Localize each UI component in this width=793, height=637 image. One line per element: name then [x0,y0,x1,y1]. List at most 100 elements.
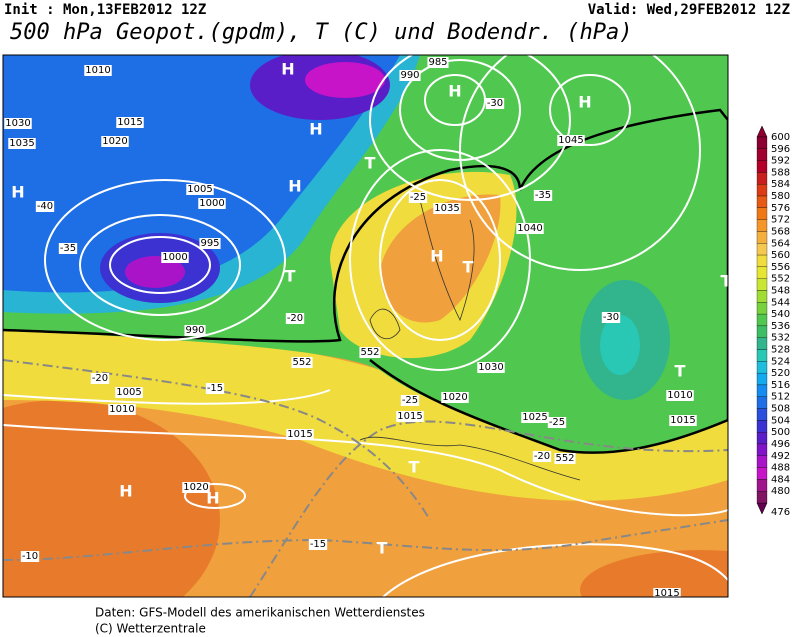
colorbar-swatch [756,432,768,445]
map-label: 1015 [287,429,312,440]
map-label: 1015 [397,411,422,422]
colorbar-swatch [756,443,768,456]
colorbar-label: 524 [771,356,790,367]
valid-time: Valid: Wed,29FEB2012 12Z [588,2,790,18]
label-box [291,357,313,368]
label-box [485,98,505,109]
colorbar-label: 528 [771,345,790,356]
label-box [359,347,381,358]
colorbar-swatch [756,184,768,197]
map-label: 990 [400,70,419,81]
map-label: -40 [37,201,53,212]
map-label: 1005 [187,184,212,195]
colorbar-label: 504 [771,415,790,426]
footer-line: (C) Wetterzentrale [95,622,206,636]
low-core [125,256,185,288]
colorbar-swatch [756,479,768,492]
colorbar-label: 520 [771,368,790,379]
colorbar-label: 496 [771,439,790,450]
map-label: -25 [410,192,426,203]
label-box [199,238,221,249]
label-box [399,70,421,81]
colorbar-swatch [756,349,768,362]
label-box [205,383,225,394]
colorbar-end [756,125,768,138]
map-label: T [721,272,732,291]
map-label: H [11,183,24,202]
colorbar-label: 488 [771,463,790,474]
colorbar-swatch [756,361,768,374]
map-label: 1035 [434,203,459,214]
colorbar-swatch [756,290,768,303]
map-label: 1010 [667,390,692,401]
label-box [532,451,552,462]
colorbar-swatch [756,243,768,256]
label-box [427,57,449,68]
map-label: T [409,458,420,477]
map-label: 1045 [558,135,583,146]
label-box [516,223,544,234]
map-label: -25 [549,417,565,428]
map-label: 1015 [117,117,142,128]
colorbar-swatch [756,325,768,338]
colorbar-label: 548 [771,285,790,296]
label-box [8,138,36,149]
colorbar-label: 576 [771,203,790,214]
map-label: 1020 [183,482,208,493]
colorbar-swatch [756,254,768,268]
colorbar-label: 492 [771,451,790,462]
colorbar-swatch [756,219,768,232]
map-label: -15 [207,383,223,394]
colorbar-swatch [756,337,768,350]
map-label: -10 [22,551,38,562]
map-label: H [430,247,443,266]
colorbar-label: 560 [771,250,790,261]
label-box [184,325,206,336]
map-label: 1015 [670,415,695,426]
colorbar-label: 592 [771,156,790,167]
label-box [408,192,428,203]
colorbar-swatch [756,136,768,149]
colorbar-label: 588 [771,167,790,178]
colorbar-label: 484 [771,474,790,485]
colorbar-label: 500 [771,427,790,438]
map-label: 995 [200,238,219,249]
colorbar-label: 584 [771,179,790,190]
label-box [554,453,576,464]
colorbar-swatch [756,231,768,244]
map-label: H [119,482,132,501]
map-label: 1015 [654,588,679,599]
label-box [182,482,210,493]
map-label: -30 [487,98,503,109]
map-label: H [206,489,219,508]
label-box [533,190,553,201]
map-label: -35 [60,243,76,254]
map-label: 1005 [116,387,141,398]
map-label: 1010 [85,65,110,76]
colorbar-swatch [756,172,768,185]
map-label: T [377,539,388,558]
colorbar-swatch [756,160,768,173]
map-label: -35 [535,190,551,201]
map-label: 1035 [9,138,34,149]
map-label: 985 [428,57,447,68]
label-box [35,201,55,212]
footer-line: Daten: GFS-Modell des amerikanischen Wet… [95,606,425,620]
map-label: T [463,258,474,277]
map-label: T [285,267,296,286]
isobars [3,55,728,597]
map-label: -20 [287,313,303,324]
colorbar-swatch [756,278,768,291]
map-labels: H H H H H H H H H T T T T T T T 1010 1015 1020 1035 1030 1005… [4,57,732,599]
map-label: 1010 [109,404,134,415]
colorbar-swatch [756,372,768,386]
label-box [116,117,144,128]
map-label: 1025 [522,412,547,423]
coastlines [359,199,581,481]
colorbar-label: 564 [771,238,790,249]
colorbar-swatch [756,384,768,397]
isotherms [3,359,728,597]
colorbar-label: 532 [771,333,790,344]
colorbar-label: 516 [771,380,790,391]
